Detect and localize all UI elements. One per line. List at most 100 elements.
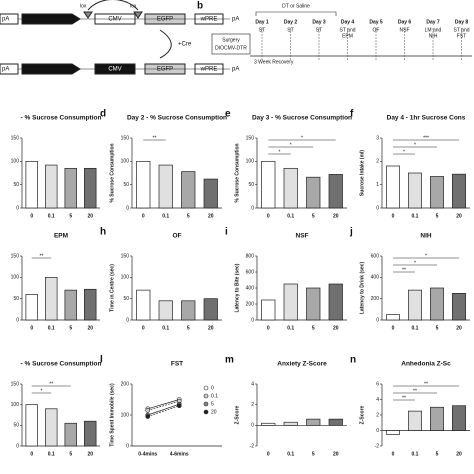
bar (283, 167, 298, 209)
legend-label: 5 (211, 401, 214, 407)
lox-label: lox (130, 3, 137, 9)
y-tick-label: 50 (13, 296, 19, 302)
bar (181, 300, 196, 321)
x-tick-label: 0 (267, 325, 270, 331)
bar (45, 408, 58, 447)
x-tick-label: 0 (30, 325, 33, 331)
y-tick-label: 100 (121, 412, 130, 418)
bar (386, 165, 400, 209)
bar (306, 176, 321, 209)
chart-title: - % Sucrose Consumption (21, 115, 102, 122)
x-tick-label: 0-4mins (138, 451, 157, 457)
chart-title: Anxiety Z-Score (277, 361, 327, 368)
y-tick-label: 150 (11, 253, 20, 259)
y-tick-label: 200 (121, 381, 130, 387)
y-tick-label: 100 (11, 402, 20, 408)
x-tick-label: 0 (142, 213, 145, 219)
y-axis-label: Sucrose Intake (ml) (359, 150, 365, 196)
bar (452, 173, 466, 209)
bar (386, 430, 400, 435)
legend-marker (203, 401, 209, 407)
x-tick-label: 0 (267, 451, 270, 457)
x-tick-label: 5 (436, 451, 439, 457)
significance-label: ** (49, 381, 53, 387)
element-label: pA (2, 67, 9, 73)
element-label: pA (2, 17, 9, 23)
panel-letter: h (100, 227, 106, 238)
bar (306, 287, 321, 321)
test-label: EPM (342, 33, 353, 39)
x-tick-label: 0 (30, 451, 33, 457)
bar (181, 171, 196, 209)
x-tick-label: 5 (436, 325, 439, 331)
x-tick-label: 20 (87, 451, 93, 457)
significance-label: ** (424, 381, 428, 387)
x-tick-label: 20 (456, 213, 462, 219)
bar (64, 289, 77, 321)
y-tick-label: 200 (246, 301, 255, 307)
y-tick-label: 3 (376, 135, 379, 141)
test-label: ST (287, 27, 293, 33)
significance-label: * (301, 135, 303, 141)
x-tick-label: 5 (69, 213, 72, 219)
x-tick-label: 5 (312, 451, 315, 457)
bar (64, 422, 77, 447)
significance-label: ** (40, 253, 44, 259)
lox-sites (83, 11, 143, 19)
promoter-label: CMV (108, 67, 121, 73)
legend-label: 0 (211, 385, 214, 391)
bar (430, 406, 444, 431)
y-tick-label: 2 (376, 159, 379, 165)
x-tick-label: 20 (87, 213, 93, 219)
day-label: Day 1 (255, 19, 269, 25)
bar (283, 283, 298, 321)
bar (430, 176, 444, 209)
y-tick-label: 400 (246, 285, 255, 291)
lox-label: lox (80, 3, 87, 9)
y-tick-label: 4 (251, 381, 254, 387)
wpre-label: wPRE (200, 67, 218, 73)
significance-label: * (290, 142, 292, 148)
x-tick-label: 0.1 (412, 325, 419, 331)
bar (203, 178, 218, 209)
chart-title: NSF (296, 233, 309, 240)
y-tick-label: 2 (376, 412, 379, 418)
x-tick-label: 20 (208, 213, 214, 219)
x-tick-label: 5 (312, 213, 315, 219)
chart-title: Day 4 - 1hr Sucrose Cons (387, 115, 466, 122)
y-tick-label: 0 (16, 205, 19, 211)
bar (84, 288, 97, 321)
x-tick-label: 0.1 (162, 325, 169, 331)
bar (386, 314, 400, 321)
x-tick-label: 0 (142, 325, 145, 331)
cre-arrow (159, 29, 172, 59)
panel-a (0, 0, 230, 75)
chart-title: - % Sucrose Consumption (21, 361, 102, 368)
bar (64, 167, 77, 209)
chart-title: Anhedonia Z-Sc (401, 361, 451, 368)
significance-label: * (414, 260, 416, 266)
bar (84, 167, 97, 209)
bar (25, 404, 38, 447)
x-tick-label: 0 (267, 213, 270, 219)
significance-label: ** (402, 395, 406, 401)
y-tick-label: 150 (11, 381, 20, 387)
y-tick-label: 150 (121, 253, 130, 259)
y-tick-label: 600 (371, 253, 380, 259)
day-label: Day 7 (426, 19, 440, 25)
x-tick-label: 5 (69, 325, 72, 331)
series-line (147, 399, 180, 410)
y-axis-label: % Sucrose Consumption (234, 143, 240, 202)
chart-title: Day 2 - % Sucrose Consumption (127, 115, 227, 122)
chart-title: Day 3 - % Sucrose Consumption (252, 115, 352, 122)
x-tick-label: 20 (456, 451, 462, 457)
x-tick-label: 0.1 (287, 325, 294, 331)
bar (136, 289, 151, 321)
y-tick-label: 1 (376, 182, 379, 188)
treatment-label: DT or Saline (282, 3, 310, 9)
bar (452, 292, 466, 321)
test-label: FST (457, 33, 466, 39)
y-tick-label: 0 (376, 428, 379, 434)
y-tick-label: 0 (251, 423, 254, 429)
